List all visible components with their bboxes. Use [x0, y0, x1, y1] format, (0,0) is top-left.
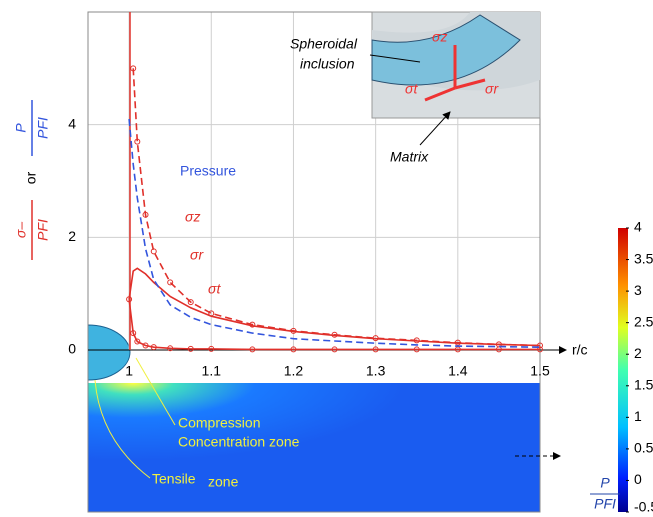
x-tick-label: 1.1: [202, 363, 222, 379]
series-label: σz: [185, 209, 200, 225]
point: [142, 342, 149, 349]
series-line: [128, 299, 540, 351]
point: [495, 346, 502, 353]
point: [167, 279, 174, 286]
colorbar-tick-label: 4: [634, 219, 642, 235]
y-tick-label: 2: [68, 228, 76, 244]
series-label: σt: [208, 281, 221, 297]
pointer: [419, 111, 451, 146]
annotation: inclusion: [300, 56, 355, 72]
x-tick-label: 1.5: [530, 363, 550, 379]
colorbar-tick-label: 1.5: [634, 376, 653, 392]
colorbar: [618, 228, 628, 512]
colorbar-tick-label: 3.5: [634, 250, 653, 266]
colorbar-label: PFI: [594, 496, 616, 512]
y-label-part: σ–: [13, 222, 29, 238]
y-label-part: P: [13, 123, 29, 133]
point: [167, 345, 174, 352]
annotation: Spheroidal: [290, 36, 358, 52]
inset: σz σt σr: [371, 11, 541, 119]
x-tick-label: 1.4: [448, 363, 468, 379]
point: [537, 346, 543, 353]
y-label-part: or: [23, 171, 39, 184]
point: [249, 346, 256, 353]
point: [187, 345, 194, 352]
annotation: Tensile: [152, 471, 196, 487]
point: [126, 296, 133, 303]
point: [134, 338, 141, 345]
inset-inclusion: [371, 14, 521, 86]
point: [130, 330, 137, 337]
annotation: Matrix: [390, 149, 429, 165]
colorbar-tick-label: 2.5: [634, 313, 653, 329]
point: [454, 346, 461, 353]
series-line: [128, 267, 541, 347]
point: [290, 346, 297, 353]
pointer: [94, 379, 151, 479]
colorbar-tick-label: 0: [634, 471, 642, 487]
inset-label: σt: [405, 81, 418, 97]
series-label: Pressure: [180, 163, 236, 179]
point: [372, 346, 379, 353]
inclusion-shape: [87, 324, 131, 381]
point: [413, 346, 420, 353]
colorbar-tick-label: 3: [634, 282, 642, 298]
x-tick-label: 1.2: [284, 363, 304, 379]
x-axis-label: r/c: [572, 342, 588, 358]
y-label-part: PFI: [35, 219, 51, 241]
x-tick-label: 1: [125, 363, 133, 379]
inset-label: σz: [432, 29, 447, 45]
point: [331, 346, 338, 353]
annotation: Concentration zone: [178, 434, 300, 450]
point: [142, 211, 149, 218]
point: [150, 248, 157, 255]
colorbar-tick-label: 1: [634, 408, 642, 424]
colorbar-tick-label: -0.5: [634, 499, 653, 515]
series-line: [128, 118, 541, 348]
annotation: zone: [208, 474, 239, 490]
y-tick-label: 4: [68, 115, 76, 131]
y-label-part: PFI: [35, 117, 51, 139]
point: [187, 299, 194, 306]
point: [208, 345, 215, 352]
y-tick-label: 0: [68, 341, 76, 357]
y-axis-label: σ– PFI or P PFI: [13, 100, 51, 260]
inset-label: σr: [485, 81, 499, 97]
plot-frame: [87, 11, 541, 513]
stress-field: [88, 383, 540, 512]
point: [134, 138, 141, 145]
pointer: [135, 357, 176, 426]
point: [130, 65, 137, 72]
x-tick-label: 1.3: [366, 363, 386, 379]
series-label: σr: [190, 247, 204, 263]
annotation: Compression: [178, 415, 260, 431]
point: [150, 344, 157, 351]
colorbar-tick-label: 2: [634, 345, 642, 361]
colorbar-label: P: [600, 475, 610, 491]
pointer: [369, 54, 421, 63]
colorbar-tick-label: 0.5: [634, 440, 653, 456]
